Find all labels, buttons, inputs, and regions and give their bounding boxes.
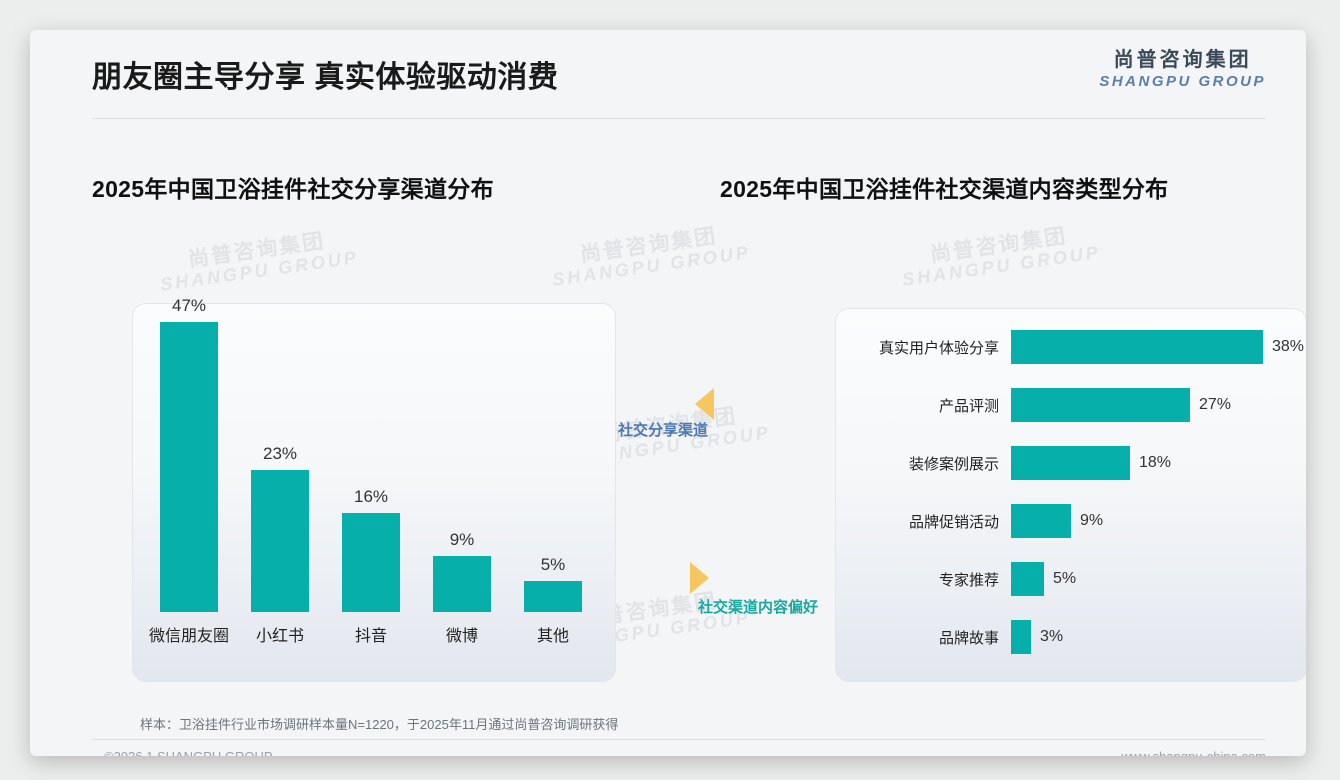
watermark-en: SHANGPU GROUP: [901, 242, 1102, 290]
bar-rect: [1011, 446, 1130, 480]
bar-value-label: 3%: [1040, 628, 1064, 645]
left-chart-bars: 47% 微信朋友圈 23% 小红书 16% 抖音 9% 微博 5% 其他: [132, 266, 614, 680]
category-label: 装修案例展示: [908, 455, 999, 473]
brand-logo: 尚普咨询集团 SHANGPU GROUP: [1099, 48, 1266, 92]
triangle-right-icon: [690, 562, 709, 594]
slide: 尚普咨询集团 SHANGPU GROUP 尚普咨询集团 SHANGPU GROU…: [30, 30, 1306, 756]
left-chart-title: 2025年中国卫浴挂件社交分享渠道分布: [92, 176, 494, 202]
column-bar: 23%: [251, 444, 309, 612]
bar-rect: [433, 556, 491, 612]
annotation-content-label: 社交渠道内容偏好: [698, 599, 819, 616]
logo-en-text: SHANGPU GROUP: [1099, 73, 1266, 90]
category-label: 微博: [445, 628, 478, 645]
watermark-cn: 尚普咨询集团: [578, 224, 719, 267]
column-bar: 5%: [524, 555, 582, 612]
bar-rect: [1011, 504, 1071, 538]
bar-row: 真实用户体验分享 38%: [835, 330, 1305, 364]
watermark: 尚普咨询集团 SHANGPU GROUP: [898, 221, 1102, 290]
category-label: 真实用户体验分享: [878, 339, 999, 357]
bar-rect: [524, 581, 582, 612]
bar-value-label: 9%: [1080, 512, 1104, 529]
category-label: 其他: [536, 628, 569, 645]
bar-value-label: 38%: [1272, 338, 1305, 355]
copyright-text: ©2026.1 SHANGPU GROUP: [104, 749, 273, 756]
bar-value-label: 16%: [353, 487, 389, 506]
logo-cn-text: 尚普咨询集团: [1113, 49, 1252, 71]
bar-rect: [342, 513, 400, 612]
bar-value-label: 18%: [1139, 454, 1172, 471]
bar-value-label: 9%: [449, 530, 475, 549]
website-text: www.shangpu-china.com: [1121, 749, 1266, 756]
column-bar: 9%: [433, 530, 491, 612]
slide-header: 朋友圈主导分享 真实体验驱动消费 尚普咨询集团 SHANGPU GROUP: [30, 30, 1306, 118]
category-label: 产品评测: [938, 397, 999, 415]
sample-footnote: 样本：卫浴挂件行业市场调研样本量N=1220，于2025年11月通过尚普咨询调研…: [140, 717, 619, 732]
column-bar: 47%: [160, 296, 218, 612]
bar-value-label: 5%: [1053, 570, 1077, 587]
bar-row: 品牌故事 3%: [835, 620, 1305, 654]
bar-rect: [1011, 388, 1190, 422]
right-chart-block: 2025年中国卫浴挂件社交渠道内容类型分布: [720, 170, 1280, 204]
annotation-channel-label: 社交分享渠道: [618, 422, 709, 439]
watermark-cn: 尚普咨询集团: [928, 224, 1069, 267]
bar-value-label: 23%: [262, 444, 298, 463]
bar-rect: [251, 470, 309, 612]
bar-rect: [160, 322, 218, 612]
bar-row: 专家推荐 5%: [835, 562, 1305, 596]
triangle-left-icon: [695, 388, 714, 420]
right-chart-bars: 真实用户体验分享 38% 产品评测 27% 装修案例展示 18% 品牌促销活动 …: [835, 318, 1305, 670]
left-chart-block: 2025年中国卫浴挂件社交分享渠道分布: [92, 170, 652, 204]
bar-value-label: 47%: [171, 296, 207, 315]
bar-rect: [1011, 620, 1031, 654]
bar-value-label: 27%: [1199, 396, 1232, 413]
category-label: 小红书: [255, 628, 304, 645]
category-label: 抖音: [354, 628, 387, 645]
bar-row: 产品评测 27%: [835, 388, 1305, 422]
bar-row: 装修案例展示 18%: [835, 446, 1305, 480]
header-divider: [92, 118, 1266, 119]
category-label: 品牌促销活动: [908, 513, 999, 531]
category-label: 微信朋友圈: [148, 628, 229, 645]
bar-rect: [1011, 562, 1044, 596]
page-title: 朋友圈主导分享 真实体验驱动消费: [92, 61, 559, 94]
bar-rect: [1011, 330, 1263, 364]
right-chart-title: 2025年中国卫浴挂件社交渠道内容类型分布: [720, 176, 1169, 202]
category-label: 品牌故事: [938, 629, 999, 647]
footer-divider: [92, 739, 1266, 740]
bar-row: 品牌促销活动 9%: [835, 504, 1305, 538]
bar-value-label: 5%: [540, 555, 566, 574]
column-bar: 16%: [342, 487, 400, 612]
category-label: 专家推荐: [938, 571, 999, 589]
right-chart-panel: [835, 308, 1306, 682]
